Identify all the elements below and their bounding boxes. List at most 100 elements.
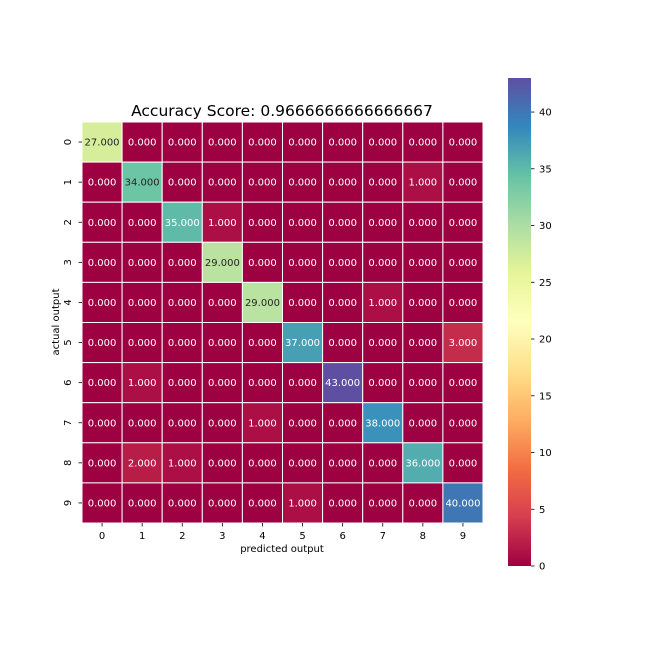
heatmap-cell xyxy=(362,402,404,444)
colorbar-tick-label: 40 xyxy=(539,108,552,119)
y-tick-label: 3 xyxy=(63,259,74,265)
colorbar-tick-label: 10 xyxy=(539,448,552,459)
heatmap-cell xyxy=(322,241,364,283)
cell-value-label: 1.000 xyxy=(288,498,317,509)
heatmap-cell xyxy=(402,362,444,404)
cell-value-label: 27.000 xyxy=(85,138,120,149)
cell-value-label: 2.000 xyxy=(128,458,157,469)
heatmap-cell xyxy=(402,402,444,444)
heatmap-cell xyxy=(322,442,364,484)
cell-value-label: 1.000 xyxy=(168,458,197,469)
y-axis-ticks: 0 1 2 3 4 5 6 7 8 9 xyxy=(63,139,82,506)
heatmap-cell xyxy=(81,241,123,283)
y-tick-label: 5 xyxy=(63,339,74,345)
heatmap-grid: 27.000 0.000 0.000 0.000 0.000 0.000 0.000 0.00… xyxy=(81,121,484,524)
heatmap-cell xyxy=(282,121,324,163)
heatmap-cell xyxy=(282,482,324,524)
heatmap-cell xyxy=(362,121,404,163)
heatmap-cell xyxy=(322,362,364,404)
x-tick-label: 9 xyxy=(460,531,466,542)
heatmap-cell xyxy=(442,201,484,243)
heatmap-cell xyxy=(241,482,283,524)
cell-value-label: 0.000 xyxy=(168,338,197,349)
cell-value-label: 0.000 xyxy=(168,178,197,189)
cell-value-label: 0.000 xyxy=(288,378,317,389)
heatmap-cell xyxy=(442,161,484,203)
cell-value-label: 0.000 xyxy=(328,498,357,509)
colorbar-tick-label: 20 xyxy=(539,335,552,346)
heatmap-cell xyxy=(362,201,404,243)
cell-value-label: 0.000 xyxy=(288,218,317,229)
heatmap-cell xyxy=(201,362,243,404)
y-tick-label: 1 xyxy=(63,179,74,185)
cell-value-label: 1.000 xyxy=(368,298,397,309)
colorbar xyxy=(508,78,531,566)
cell-value-label: 0.000 xyxy=(449,138,478,149)
cell-value-label: 0.000 xyxy=(208,378,237,389)
heatmap-cell xyxy=(282,402,324,444)
cell-value-label: 0.000 xyxy=(88,498,117,509)
x-tick-label: 1 xyxy=(139,531,145,542)
heatmap-cell xyxy=(442,362,484,404)
cell-value-label: 0.000 xyxy=(208,418,237,429)
heatmap-cell xyxy=(362,482,404,524)
heatmap-cell xyxy=(402,201,444,243)
colorbar-tick-label: 15 xyxy=(539,391,552,402)
y-tick-label: 0 xyxy=(63,139,74,145)
cell-value-label: 0.000 xyxy=(248,218,277,229)
cell-value-label: 0.000 xyxy=(449,298,478,309)
y-tick-label: 2 xyxy=(63,219,74,225)
cell-value-label: 0.000 xyxy=(88,218,117,229)
cell-value-label: 3.000 xyxy=(449,338,478,349)
cell-value-label: 0.000 xyxy=(248,338,277,349)
cell-value-label: 0.000 xyxy=(208,178,237,189)
heatmap-cell xyxy=(442,402,484,444)
cell-value-label: 0.000 xyxy=(328,138,357,149)
cell-value-label: 0.000 xyxy=(449,418,478,429)
cell-value-label: 0.000 xyxy=(409,338,438,349)
heatmap-cell xyxy=(362,281,404,323)
cell-value-label: 0.000 xyxy=(288,298,317,309)
heatmap-cell xyxy=(201,402,243,444)
cell-value-label: 0.000 xyxy=(208,298,237,309)
cell-value-label: 0.000 xyxy=(208,458,237,469)
heatmap-cell xyxy=(241,322,283,364)
heatmap-cell xyxy=(402,161,444,203)
heatmap-cell xyxy=(201,161,243,203)
cell-value-label: 0.000 xyxy=(88,178,117,189)
cell-value-label: 0.000 xyxy=(128,258,157,269)
cell-value-label: 0.000 xyxy=(409,218,438,229)
cell-value-label: 0.000 xyxy=(409,258,438,269)
colorbar-tick-label: 35 xyxy=(539,164,552,175)
heatmap-cell xyxy=(241,442,283,484)
cell-value-label: 0.000 xyxy=(88,298,117,309)
cell-value-label: 0.000 xyxy=(409,498,438,509)
heatmap-cell xyxy=(362,161,404,203)
cell-value-label: 0.000 xyxy=(409,418,438,429)
chart-title: Accuracy Score: 0.9666666666666667 xyxy=(131,102,433,120)
cell-value-label: 1.000 xyxy=(409,178,438,189)
cell-value-label: 0.000 xyxy=(128,498,157,509)
cell-value-label: 0.000 xyxy=(449,218,478,229)
cell-value-label: 0.000 xyxy=(328,178,357,189)
cell-value-label: 0.000 xyxy=(328,458,357,469)
colorbar-tick-label: 25 xyxy=(539,278,552,289)
heatmap-cell xyxy=(81,362,123,404)
cell-value-label: 0.000 xyxy=(128,338,157,349)
heatmap-cell xyxy=(241,402,283,444)
cell-value-label: 0.000 xyxy=(328,418,357,429)
cell-value-label: 0.000 xyxy=(449,458,478,469)
heatmap-cell xyxy=(322,402,364,444)
heatmap-cell xyxy=(121,442,163,484)
cell-value-label: 0.000 xyxy=(288,178,317,189)
cell-value-label: 0.000 xyxy=(128,218,157,229)
colorbar-tick-label: 5 xyxy=(539,505,545,516)
heatmap-cell xyxy=(81,482,123,524)
cell-value-label: 43.000 xyxy=(325,378,360,389)
cell-value-label: 0.000 xyxy=(168,378,197,389)
cell-value-label: 0.000 xyxy=(248,258,277,269)
cell-value-label: 0.000 xyxy=(128,138,157,149)
cell-value-label: 0.000 xyxy=(288,458,317,469)
